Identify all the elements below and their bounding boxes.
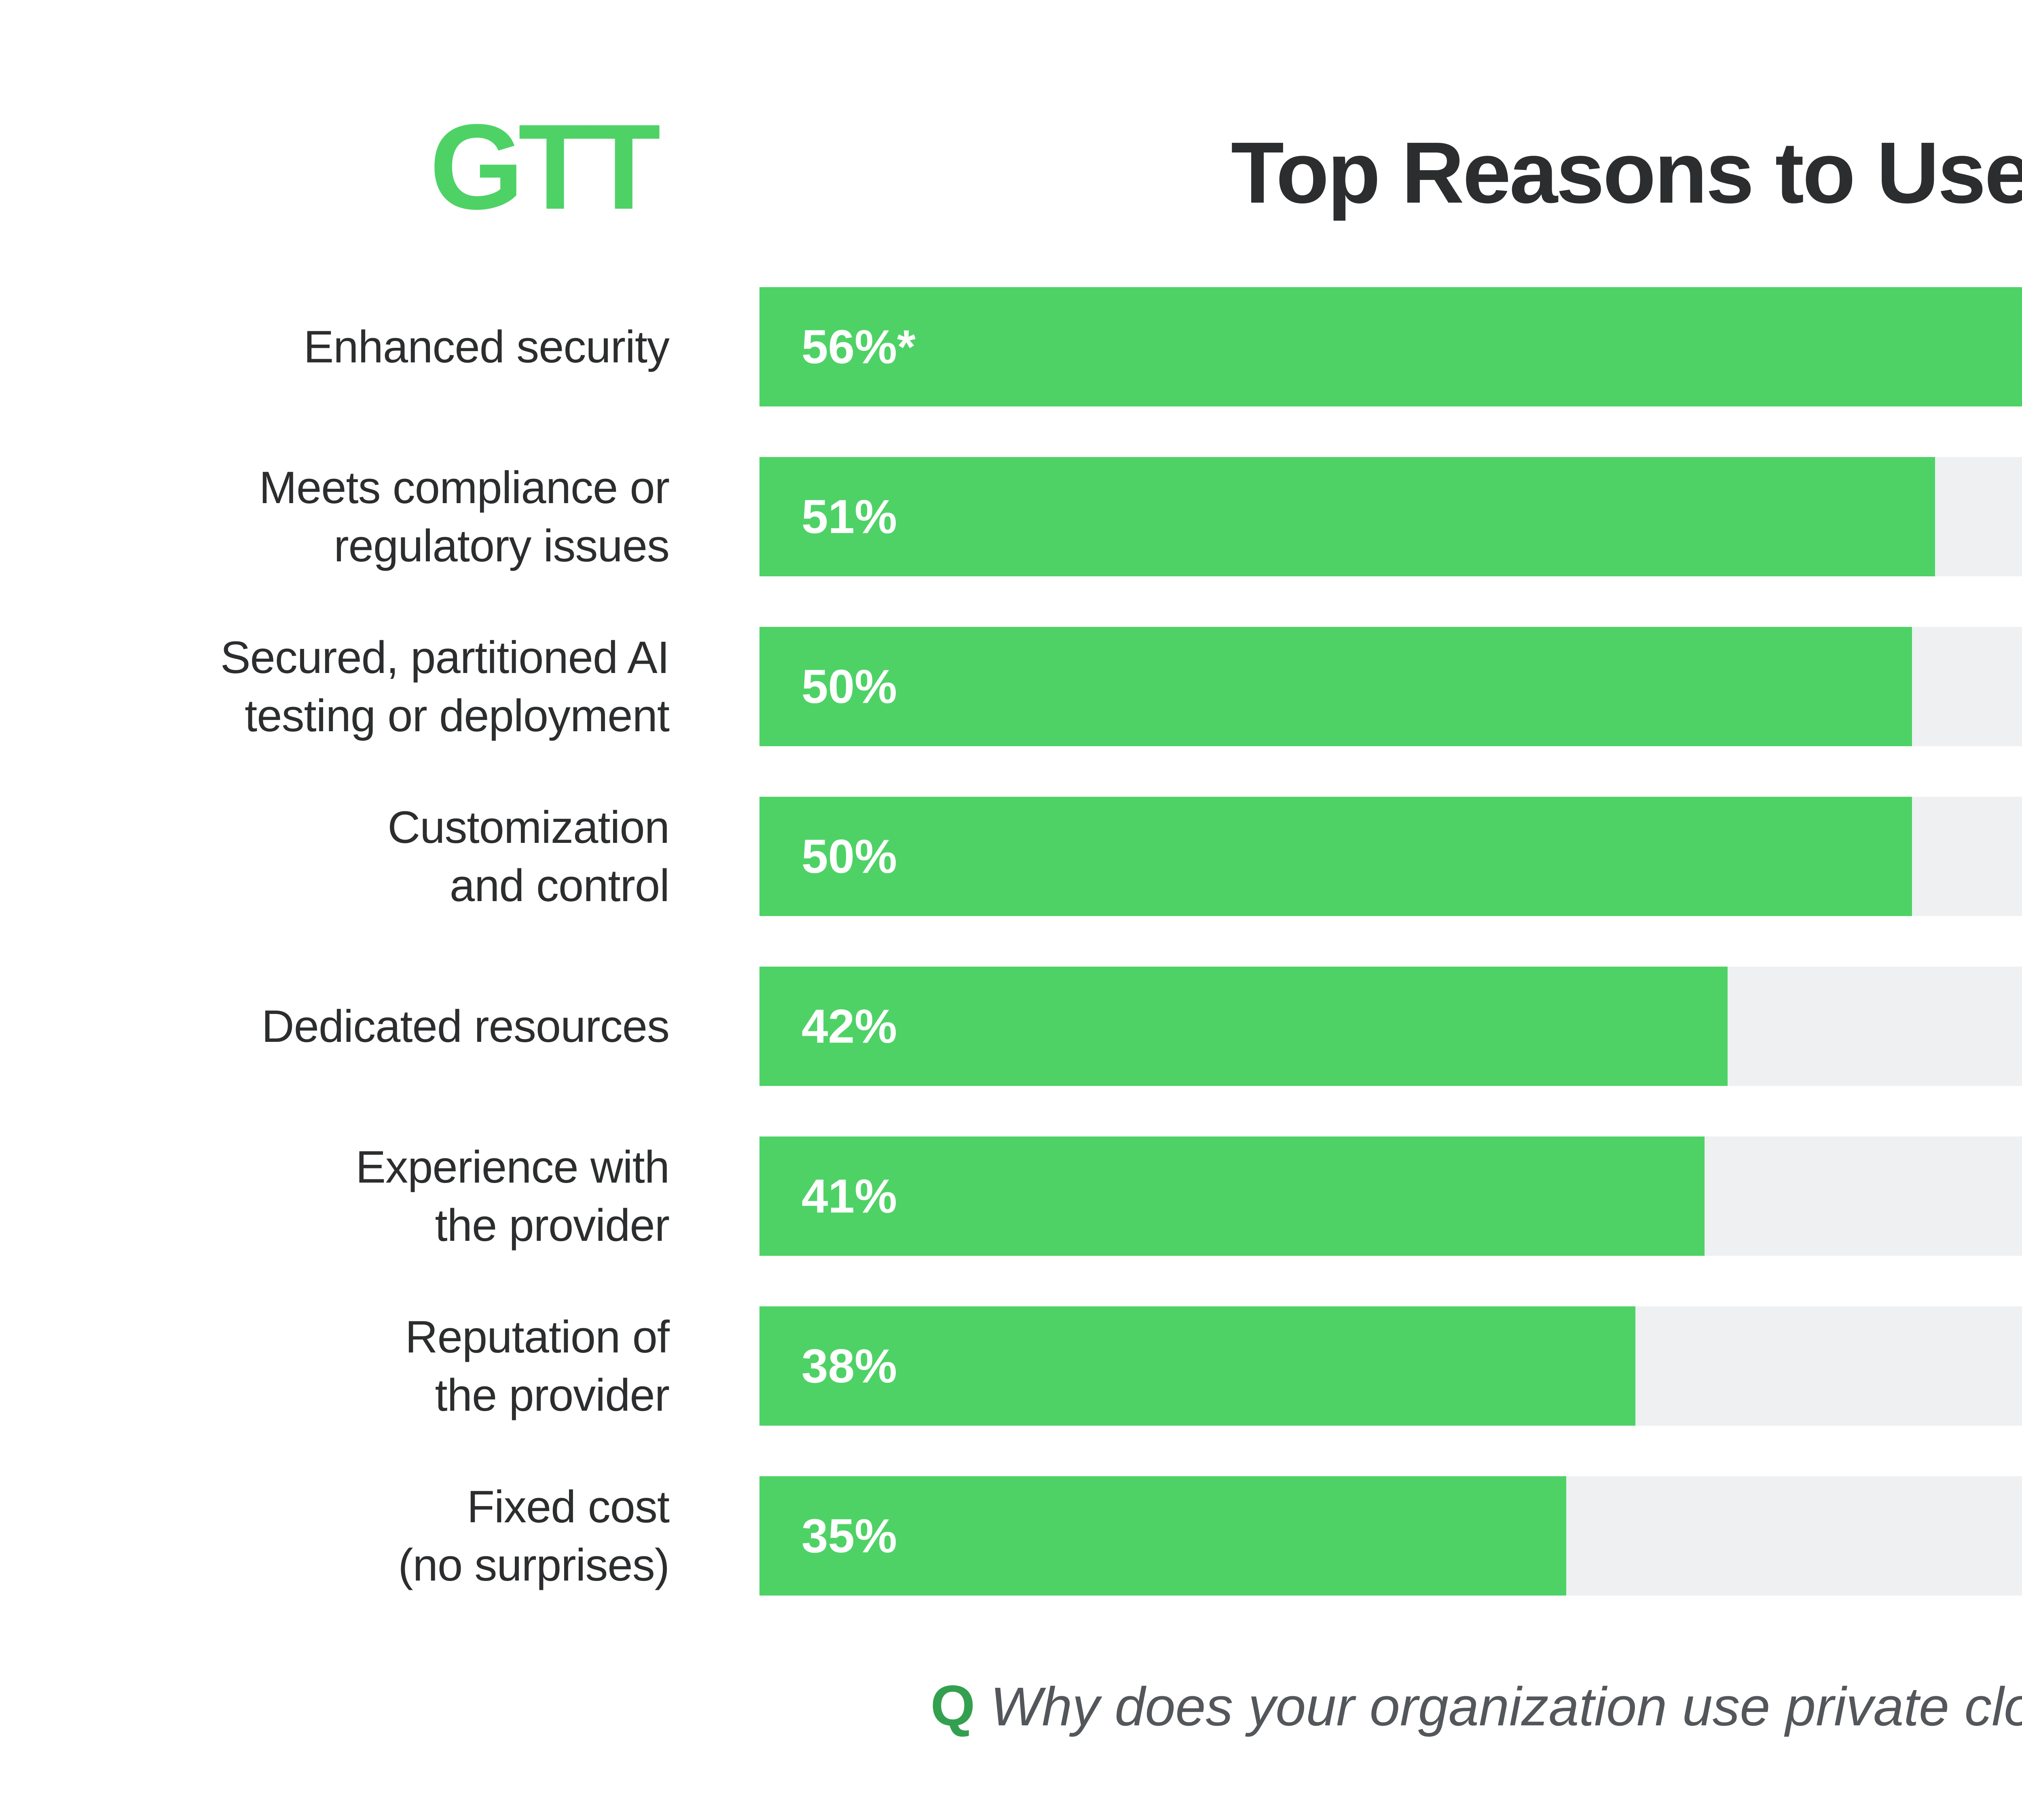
category-label: Secured, partitioned AI testing or deploy… (220, 632, 670, 741)
category-label: Customization and control (387, 802, 670, 911)
bar-row: Dedicated resources 42% (0, 967, 2022, 1086)
bar-value-label: 50% (802, 830, 897, 883)
chart-title: Top Reasons to Use Private Cloud (1231, 124, 2022, 221)
category-label: Experience with the provider (355, 1141, 670, 1251)
bar-track: 42% (759, 967, 2022, 1086)
bar-track: 56%* (759, 287, 2022, 406)
bar-track: 38% (759, 1306, 2022, 1426)
bar-track: 51% (759, 457, 2022, 576)
question-q-badge: Q (930, 1674, 975, 1738)
bar-row: Customization and control 50% (0, 797, 2022, 916)
bar-row: Reputation of the provider 38% (0, 1306, 2022, 1426)
bar-row: Meets compliance or regulatory issues 51% (0, 457, 2022, 576)
bar-row: Secured, partitioned AI testing or deploy… (0, 627, 2022, 746)
bar-fill: 42% (759, 967, 1728, 1086)
bar-fill: 56%* (759, 287, 2022, 406)
bar-value-label: 51% (802, 490, 897, 544)
category-label: Reputation of the provider (405, 1311, 670, 1420)
survey-question-footer: Q Why does your organization use private… (759, 1670, 2022, 1742)
bar-track: 35% (759, 1476, 2022, 1596)
bar-track: 50% (759, 797, 2022, 916)
bar-row: Enhanced security 56%* (0, 287, 2022, 406)
category-label: Fixed cost (no surprises) (398, 1481, 670, 1590)
gtt-logo: GTT (429, 99, 661, 235)
bar-fill: 35% (759, 1476, 1566, 1596)
survey-question-text: Why does your organization use private c… (990, 1676, 2022, 1737)
bar-track: 50% (759, 627, 2022, 746)
bar-track: 41% (759, 1136, 2022, 1256)
bar-value-label: 35% (802, 1509, 897, 1563)
category-label: Dedicated resources (261, 1001, 670, 1052)
category-label: Enhanced security (303, 321, 670, 372)
bar-value-label: 42% (802, 999, 897, 1053)
bar-fill: 41% (759, 1136, 1705, 1256)
bar-value-label: 38% (802, 1339, 897, 1393)
bar-value-label: 56%* (802, 320, 916, 374)
category-label: Meets compliance or regulatory issues (259, 462, 670, 571)
bar-row: Experience with the provider 41% (0, 1136, 2022, 1256)
bar-row: Fixed cost (no surprises) 35% (0, 1476, 2022, 1596)
bar-fill: 51% (759, 457, 1935, 576)
bar-fill: 38% (759, 1306, 1635, 1426)
bar-fill: 50% (759, 627, 1912, 746)
bar-value-label: 50% (802, 660, 897, 713)
bar-value-label: 41% (802, 1169, 897, 1223)
bar-fill: 50% (759, 797, 1912, 916)
